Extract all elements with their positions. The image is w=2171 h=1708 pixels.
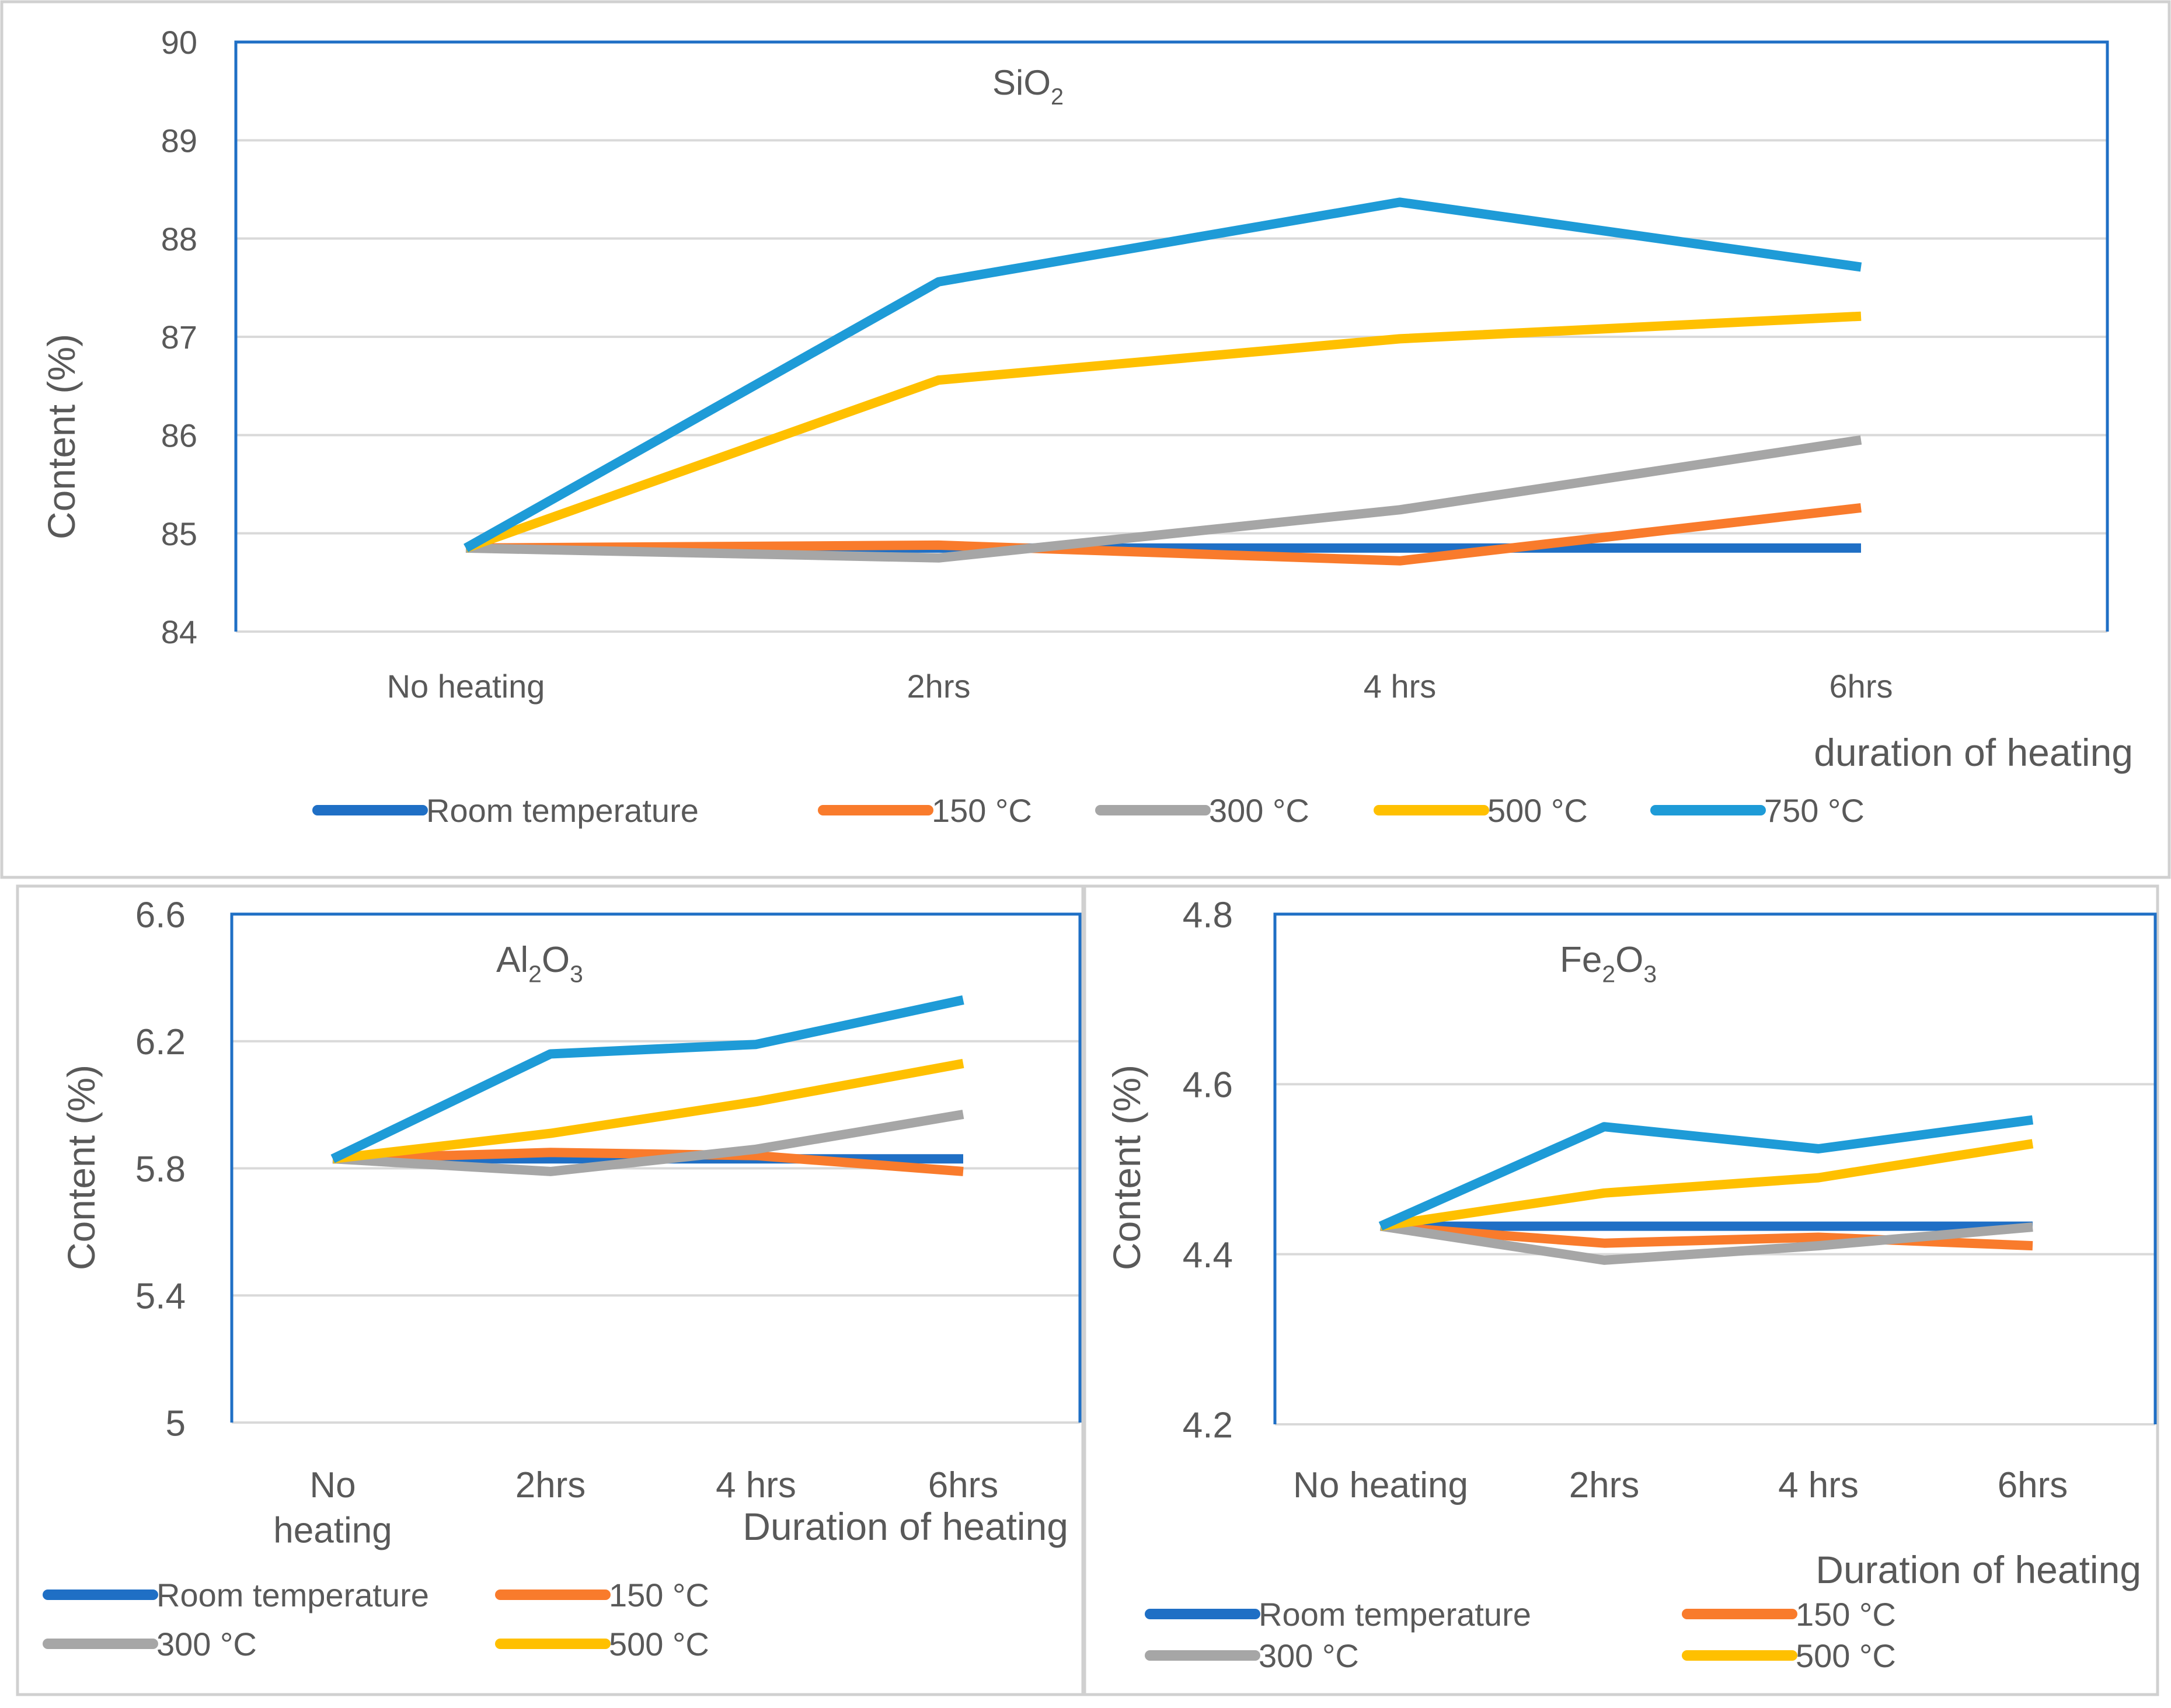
sio2-x-tick-label: 4 hrs (1364, 668, 1437, 705)
sio2-x-axis-label: duration of heating (1814, 731, 2133, 774)
al2o3-y-axis-label: Content (%) (60, 1065, 103, 1270)
fe2o3-x-axis-label: Duration of heating (1815, 1548, 2141, 1591)
al2o3-legend-label: 150 °C (609, 1577, 709, 1613)
sio2-series-line-1 (465, 503, 1862, 566)
al2o3-chart: 5 5.4 5.8 6.2 6.6 No heating 2hrs 4 hrs 6hrs Al2O3… (43, 895, 1082, 1662)
sio2-y-axis-label: Content (%) (40, 334, 83, 539)
sio2-plot-border (234, 40, 2109, 632)
fe2o3-chart: 4.2 4.4 4.6 4.8 No heating 2hrs 4 hrs 6hrs Fe2O3… (1105, 895, 2157, 1674)
fe2o3-plot-border (1273, 912, 2157, 1424)
al2o3-plot-border (230, 912, 1082, 1423)
sio2-chart-frame (0, 0, 2171, 879)
sio2-y-tick-label: 90 (161, 24, 197, 61)
sio2-y-tick-label: 86 (161, 417, 197, 454)
al2o3-legend-label: 500 °C (609, 1626, 709, 1662)
fe2o3-series-line-1 (1380, 1221, 2033, 1251)
fe2o3-y-tick-label: 4.8 (1183, 895, 1233, 935)
sio2-y-tick-label: 85 (161, 515, 197, 552)
al2o3-y-tick-label: 6.2 (135, 1022, 186, 1062)
al2o3-y-tick-label: 6.6 (135, 895, 186, 935)
al2o3-x-tick-label: 2hrs (515, 1465, 586, 1505)
al2o3-x-tick-label: No heating (273, 1465, 392, 1551)
fe2o3-x-tick-label: No heating (1293, 1465, 1468, 1505)
fe2o3-x-tick-label: 4 hrs (1778, 1465, 1859, 1505)
sio2-legend-label: 750 °C (1764, 792, 1865, 829)
fe2o3-chart-frame (1083, 884, 2159, 1696)
al2o3-x-axis-label: Duration of heating (743, 1505, 1068, 1548)
al2o3-y-tick-label: 5 (166, 1403, 186, 1444)
al2o3-series-line-2 (332, 1110, 964, 1176)
sio2-legend-label: 150 °C (932, 792, 1032, 829)
al2o3-y-tick-label: 5.8 (135, 1149, 186, 1190)
sio2-y-tick-label: 89 (161, 122, 197, 159)
fe2o3-y-axis-label: Content (%) (1105, 1065, 1148, 1270)
fe2o3-x-tick-label: 6hrs (1998, 1465, 2068, 1505)
sio2-chart: 84 85 86 87 88 89 90 No heating 2hrs 4 hrs 6hrs SiO… (40, 24, 2133, 829)
fe2o3-chart-title: Fe2O3 (1560, 940, 1657, 987)
sio2-x-tick-label: 6hrs (1830, 668, 1893, 705)
sio2-x-tick-label: No heating (387, 668, 545, 705)
fe2o3-y-tick-label: 4.2 (1183, 1405, 1233, 1445)
al2o3-legend-label: Room temperature (156, 1577, 429, 1613)
fe2o3-y-tick-label: 4.4 (1183, 1235, 1233, 1275)
fe2o3-legend-label: Room temperature (1259, 1596, 1531, 1633)
sio2-y-tick-label: 87 (161, 319, 197, 355)
sio2-y-tick-label: 88 (161, 221, 197, 257)
sio2-series-line-4 (464, 197, 1862, 552)
fe2o3-y-tick-label: 4.6 (1183, 1065, 1233, 1106)
fe2o3-series-line-2 (1379, 1221, 2033, 1265)
sio2-x-tick-label: 2hrs (907, 668, 971, 705)
al2o3-series-line-3 (332, 1059, 964, 1164)
al2o3-x-tick-label: 6hrs (928, 1465, 999, 1505)
sio2-series-line-3 (464, 311, 1862, 553)
fe2o3-series-line-4 (1378, 1115, 2034, 1231)
sio2-legend-label: Room temperature (426, 792, 699, 829)
sio2-legend-label: 300 °C (1209, 792, 1309, 829)
fe2o3-series-line-3 (1379, 1139, 2034, 1231)
fe2o3-x-tick-label: 2hrs (1569, 1465, 1640, 1505)
sio2-y-tick-label: 84 (161, 614, 197, 650)
sio2-legend-label: 500 °C (1487, 792, 1588, 829)
al2o3-x-tick-label: 4 hrs (716, 1465, 796, 1505)
fe2o3-legend-label: 150 °C (1796, 1596, 1896, 1633)
al2o3-chart-title: Al2O3 (496, 940, 583, 987)
al2o3-chart-frame (16, 884, 1085, 1696)
al2o3-y-tick-label: 5.4 (135, 1277, 186, 1317)
sio2-series-line-2 (465, 435, 1862, 563)
fe2o3-legend-label: 500 °C (1796, 1637, 1896, 1674)
al2o3-legend-label: 300 °C (156, 1626, 257, 1662)
al2o3-series-line-1 (332, 1148, 964, 1176)
al2o3-series-line-4 (330, 995, 964, 1163)
fe2o3-legend-label: 300 °C (1259, 1637, 1359, 1674)
sio2-chart-title: SiO2 (992, 63, 1064, 110)
